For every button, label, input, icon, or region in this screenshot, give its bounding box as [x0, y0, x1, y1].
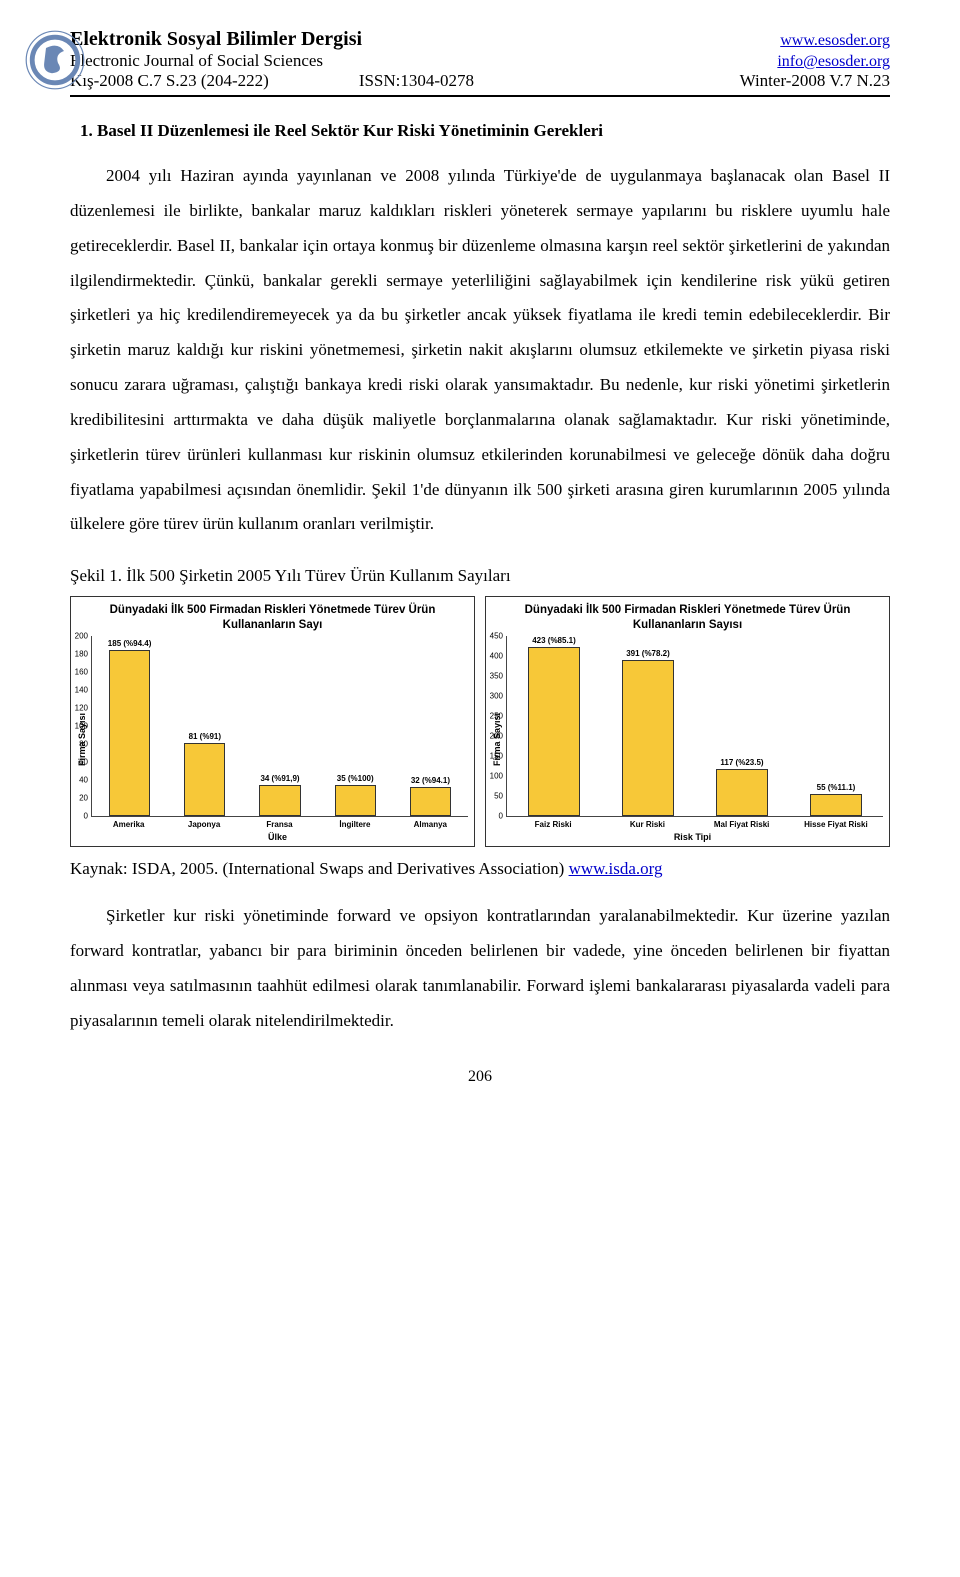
chart-right: Dünyadaki İlk 500 Firmadan Riskleri Yöne… — [485, 596, 890, 847]
journal-title-tr: Elektronik Sosyal Bilimler Dergisi — [70, 28, 362, 51]
issue-left: Kış-2008 C.7 S.23 (204-222)ISSN:1304-027… — [70, 71, 474, 91]
journal-url[interactable]: www.esosder.org — [780, 32, 890, 50]
body-paragraph-2: Şirketler kur riski yönetiminde forward … — [70, 899, 890, 1038]
figure-source: Kaynak: ISDA, 2005. (International Swaps… — [70, 859, 890, 879]
header-rule — [70, 95, 890, 97]
chart-left: Dünyadaki İlk 500 Firmadan Riskleri Yöne… — [70, 596, 475, 847]
journal-logo — [25, 30, 85, 90]
section-title: 1. Basel II Düzenlemesi ile Reel Sektör … — [80, 121, 890, 141]
body-paragraph-1: 2004 yılı Haziran ayında yayınlanan ve 2… — [70, 159, 890, 542]
source-link[interactable]: www.isda.org — [569, 859, 663, 878]
journal-email[interactable]: info@esosder.org — [777, 53, 890, 71]
page-number: 206 — [70, 1068, 890, 1086]
charts-container: Dünyadaki İlk 500 Firmadan Riskleri Yöne… — [70, 596, 890, 847]
journal-title-en: Electronic Journal of Social Sciences — [70, 51, 323, 71]
issue-right: Winter-2008 V.7 N.23 — [740, 71, 890, 91]
page-header: Elektronik Sosyal Bilimler Dergisi www.e… — [70, 28, 890, 97]
figure-caption: Şekil 1. İlk 500 Şirketin 2005 Yılı Türe… — [70, 566, 890, 586]
